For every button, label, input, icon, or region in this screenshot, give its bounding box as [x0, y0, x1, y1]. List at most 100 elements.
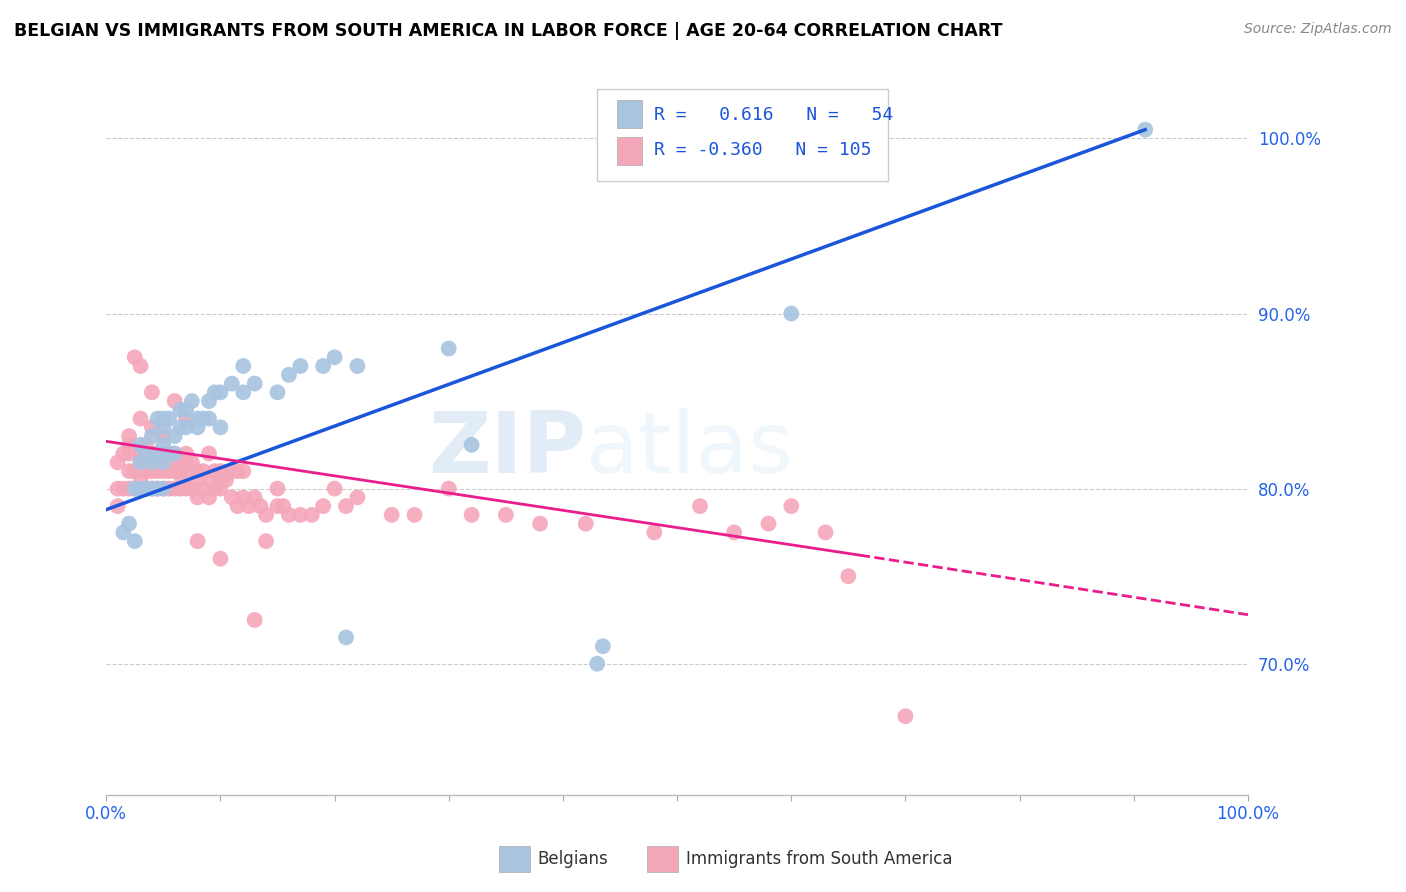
- Point: [152, 438, 174, 452]
- Point: [163, 447, 186, 461]
- Point: [346, 491, 368, 505]
- Point: [112, 482, 135, 496]
- Point: [146, 482, 169, 496]
- Point: [198, 394, 221, 409]
- Point: [243, 376, 266, 391]
- Point: [198, 411, 221, 425]
- Point: [209, 420, 232, 434]
- Point: [135, 482, 157, 496]
- Point: [163, 447, 186, 461]
- Point: [346, 359, 368, 373]
- Point: [135, 447, 157, 461]
- Point: [129, 455, 152, 469]
- Point: [460, 438, 482, 452]
- Point: [157, 447, 180, 461]
- Point: [495, 508, 517, 522]
- Point: [226, 464, 249, 478]
- Point: [163, 482, 186, 496]
- Point: [129, 447, 152, 461]
- Point: [187, 420, 209, 434]
- Point: [254, 534, 277, 549]
- Point: [152, 447, 174, 461]
- Point: [575, 516, 598, 531]
- Point: [163, 464, 186, 478]
- Point: [129, 438, 152, 452]
- Point: [215, 473, 238, 487]
- Point: [141, 455, 163, 469]
- Point: [221, 376, 243, 391]
- Point: [277, 368, 299, 382]
- Point: [187, 464, 209, 478]
- Point: [437, 482, 460, 496]
- Point: [141, 455, 163, 469]
- Point: [689, 499, 711, 513]
- Point: [894, 709, 917, 723]
- Point: [152, 455, 174, 469]
- Point: [266, 385, 288, 400]
- Point: [198, 491, 221, 505]
- Point: [254, 508, 277, 522]
- Point: [169, 482, 191, 496]
- Point: [157, 455, 180, 469]
- Point: [312, 359, 335, 373]
- Point: [152, 429, 174, 443]
- Point: [152, 411, 174, 425]
- Point: [146, 447, 169, 461]
- Point: [238, 499, 260, 513]
- Point: [163, 394, 186, 409]
- Point: [169, 402, 191, 417]
- Point: [814, 525, 837, 540]
- Point: [146, 411, 169, 425]
- Point: [174, 464, 197, 478]
- Point: [163, 429, 186, 443]
- Point: [152, 420, 174, 434]
- Point: [118, 429, 141, 443]
- Point: [141, 429, 163, 443]
- Point: [643, 525, 665, 540]
- Point: [118, 516, 141, 531]
- Point: [198, 473, 221, 487]
- Point: [141, 385, 163, 400]
- Point: [758, 516, 780, 531]
- Point: [174, 402, 197, 417]
- Point: [204, 482, 226, 496]
- Point: [129, 482, 152, 496]
- Point: [1135, 122, 1157, 136]
- Point: [301, 508, 323, 522]
- Point: [124, 534, 146, 549]
- Point: [193, 411, 215, 425]
- Point: [174, 420, 197, 434]
- Point: [209, 482, 232, 496]
- Point: [226, 499, 249, 513]
- Text: ZIP: ZIP: [427, 408, 586, 491]
- Point: [180, 455, 202, 469]
- Point: [118, 464, 141, 478]
- Point: [460, 508, 482, 522]
- Point: [124, 464, 146, 478]
- Point: [266, 499, 288, 513]
- Point: [187, 534, 209, 549]
- Point: [335, 499, 357, 513]
- Point: [157, 464, 180, 478]
- Text: atlas: atlas: [586, 408, 794, 491]
- Text: R =   0.616   N =   54: R = 0.616 N = 54: [654, 106, 894, 124]
- Point: [180, 394, 202, 409]
- Text: Immigrants from South America: Immigrants from South America: [686, 850, 953, 868]
- Point: [187, 473, 209, 487]
- Point: [124, 351, 146, 365]
- Point: [174, 447, 197, 461]
- Text: R = -0.360   N = 105: R = -0.360 N = 105: [654, 141, 872, 159]
- Point: [204, 385, 226, 400]
- Point: [723, 525, 745, 540]
- Point: [232, 359, 254, 373]
- Point: [187, 491, 209, 505]
- Point: [124, 482, 146, 496]
- Point: [157, 482, 180, 496]
- Point: [107, 499, 129, 513]
- Point: [437, 342, 460, 356]
- Point: [141, 447, 163, 461]
- Point: [124, 482, 146, 496]
- Point: [592, 639, 614, 653]
- Point: [152, 455, 174, 469]
- Point: [837, 569, 859, 583]
